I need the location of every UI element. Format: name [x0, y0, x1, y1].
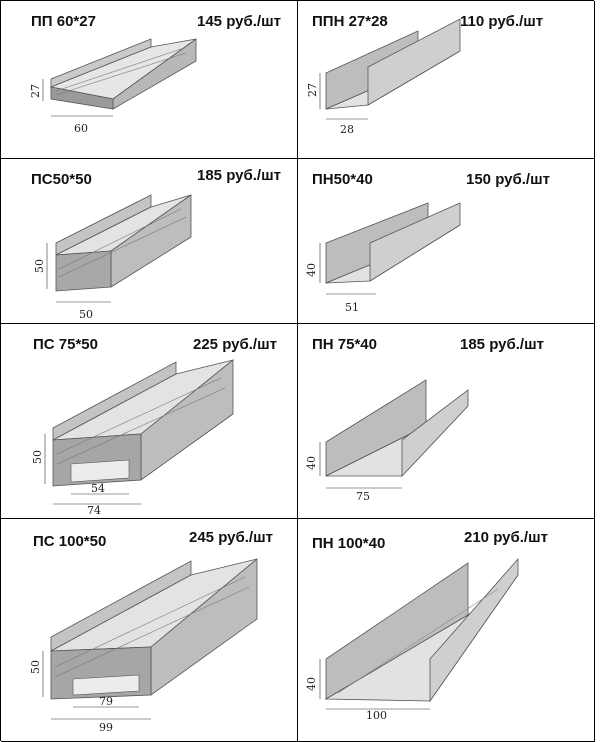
product-card-pp-60x27: ПП 60*27 145 руб./шт 27 60: [1, 1, 298, 159]
product-name: ПН 100*40: [312, 535, 386, 552]
profile-drawing: 50 79 99: [29, 558, 258, 734]
product-price: 185 руб./шт: [460, 336, 544, 353]
product-price: 150 руб./шт: [466, 171, 550, 188]
product-name: ПС 75*50: [33, 336, 98, 353]
dim-width: 74: [87, 504, 101, 517]
dim-height: 27: [29, 84, 42, 98]
dim-width: 51: [345, 301, 359, 314]
profile-drawing: 27 60: [29, 38, 197, 135]
dim-width: 100: [366, 709, 387, 722]
product-name: ППН 27*28: [312, 13, 388, 30]
product-name: ПС 100*50: [33, 533, 107, 550]
product-price: 110 руб./шт: [460, 13, 544, 30]
product-price: 145 руб./шт: [197, 13, 281, 30]
product-card-ps-100x50: ПС 100*50 245 руб./шт 50 79 99: [1, 519, 298, 742]
profile-drawing: 40 75: [305, 379, 469, 503]
dim-height: 50: [29, 660, 42, 674]
dim-width: 75: [356, 490, 370, 503]
product-name: ПН 75*40: [312, 336, 377, 353]
dim-width: 28: [340, 123, 354, 136]
dim-height: 50: [33, 259, 46, 273]
dim-width: 99: [99, 721, 113, 734]
dim-inner: 54: [91, 482, 105, 495]
product-name: ПП 60*27: [31, 13, 96, 30]
product-card-pn-100x40: ПН 100*40 210 руб./шт 40 100: [298, 519, 595, 742]
dim-height: 40: [305, 263, 318, 277]
dim-height: 40: [305, 456, 318, 470]
product-name: ПН50*40: [312, 171, 373, 188]
product-name: ПС50*50: [31, 171, 92, 188]
profile-drawing: 40 51: [305, 202, 461, 314]
profile-drawing: 27 28: [306, 18, 461, 136]
dim-inner: 79: [99, 695, 113, 708]
product-card-pn-75x40: ПН 75*40 185 руб./шт 40 75: [298, 324, 595, 519]
product-card-ppn-27x28: ППН 27*28 110 руб./шт 27 28: [298, 1, 595, 159]
product-card-ps-75x50: ПС 75*50 225 руб./шт 50 54 74: [1, 324, 298, 519]
dim-width: 60: [74, 122, 88, 135]
profile-drawing: 50 54 74: [31, 359, 234, 517]
dim-width: 50: [79, 308, 93, 321]
dim-height: 50: [31, 450, 44, 464]
product-price: 225 руб./шт: [193, 336, 277, 353]
product-card-ps-50x50: ПС50*50 185 руб./шт 50 50: [1, 159, 298, 324]
product-price: 185 руб./шт: [197, 167, 281, 184]
product-price: 210 руб./шт: [464, 529, 548, 546]
product-price: 245 руб./шт: [189, 529, 273, 546]
dim-height: 27: [306, 83, 319, 97]
product-card-pn-50x40: ПН50*40 150 руб./шт 40 51: [298, 159, 595, 324]
profile-drawing: 50 50: [33, 194, 192, 321]
profile-drawing: 40 100: [305, 557, 519, 722]
dim-height: 40: [305, 677, 318, 691]
